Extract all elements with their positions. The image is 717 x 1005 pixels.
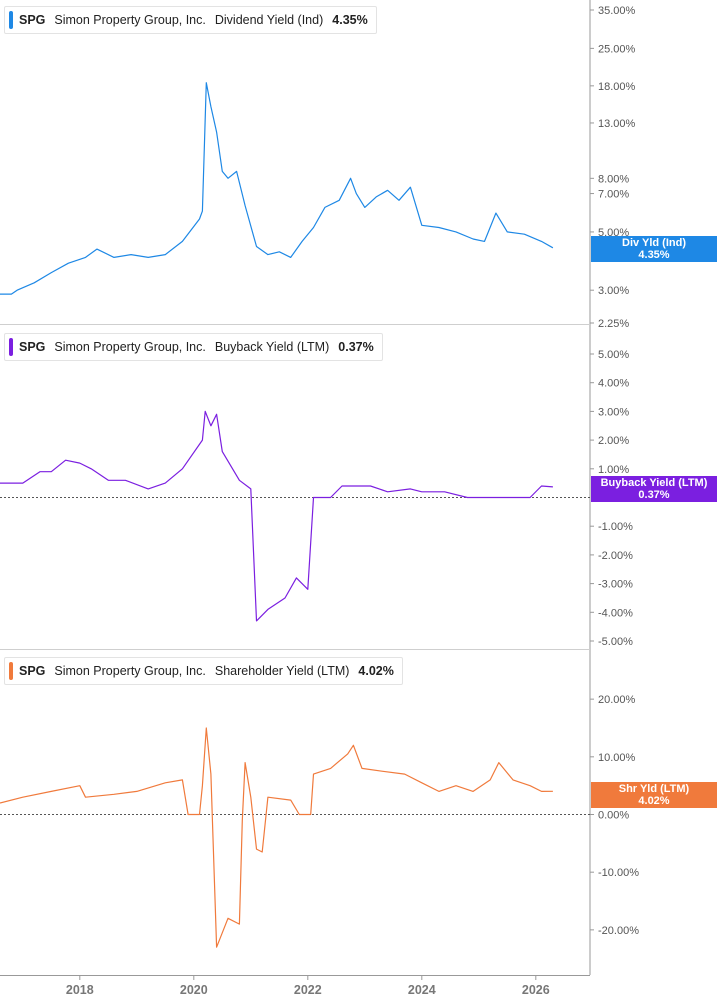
legend-color-swatch bbox=[9, 11, 13, 29]
legend-metric: Dividend Yield (Ind) bbox=[214, 13, 324, 27]
value-tag-buyback-yield: Buyback Yield (LTM) 0.37% bbox=[591, 476, 717, 502]
x-tick-label: 2022 bbox=[294, 983, 322, 997]
y-tick-label: 0.00% bbox=[598, 810, 629, 822]
legend-company: Simon Property Group, Inc. bbox=[54, 340, 206, 354]
y-tick-label: 18.00% bbox=[598, 81, 636, 93]
legend-company: Simon Property Group, Inc. bbox=[54, 13, 206, 27]
tag-value: 4.35% bbox=[638, 249, 670, 261]
legend-color-swatch bbox=[9, 338, 13, 356]
tag-label: Shr Yld (LTM) bbox=[618, 783, 690, 795]
y-tick-label: 2.00% bbox=[598, 435, 629, 447]
series-line-buyback bbox=[0, 410, 553, 622]
y-tick-label: 35.00% bbox=[598, 5, 636, 17]
y-tick-label: -10.00% bbox=[598, 867, 639, 879]
y-tick-label: 8.00% bbox=[598, 173, 629, 185]
x-tick-label: 2026 bbox=[522, 983, 550, 997]
y-tick-label: 10.00% bbox=[598, 752, 636, 764]
legend-value: 4.02% bbox=[358, 664, 394, 678]
y-tick-label: 4.00% bbox=[598, 378, 629, 390]
legend-metric: Shareholder Yield (LTM) bbox=[214, 664, 350, 678]
value-tag-shareholder-yield: Shr Yld (LTM) 4.02% bbox=[591, 782, 717, 808]
legend-dividend-yield: SPG Simon Property Group, Inc. Dividend … bbox=[4, 6, 377, 34]
y-tick-label: -2.00% bbox=[598, 550, 633, 562]
y-tick-label: -20.00% bbox=[598, 925, 639, 937]
legend-ticker: SPG bbox=[19, 664, 46, 678]
y-tick-label: 3.00% bbox=[598, 406, 629, 418]
series-line-shareholder bbox=[0, 727, 553, 948]
x-tick-label: 2024 bbox=[408, 983, 436, 997]
y-tick-label: 2.25% bbox=[598, 318, 629, 330]
legend-company: Simon Property Group, Inc. bbox=[54, 664, 206, 678]
y-tick-label: -4.00% bbox=[598, 607, 633, 619]
tag-value: 0.37% bbox=[638, 489, 670, 501]
tag-value: 4.02% bbox=[638, 795, 670, 807]
series-line-div bbox=[0, 82, 554, 295]
legend-value: 0.37% bbox=[338, 340, 374, 354]
legend-color-swatch bbox=[9, 662, 13, 680]
y-tick-label: 13.00% bbox=[598, 118, 636, 130]
legend-value: 4.35% bbox=[332, 13, 368, 27]
legend-buyback-yield: SPG Simon Property Group, Inc. Buyback Y… bbox=[4, 333, 383, 361]
y-tick-label: 25.00% bbox=[598, 43, 636, 55]
y-tick-label: -5.00% bbox=[598, 636, 633, 648]
value-tag-dividend-yield: Div Yld (Ind) 4.35% bbox=[591, 236, 717, 262]
legend-ticker: SPG bbox=[19, 13, 46, 27]
y-tick-label: -3.00% bbox=[598, 579, 633, 591]
y-tick-label: 3.00% bbox=[598, 285, 629, 297]
legend-metric: Buyback Yield (LTM) bbox=[214, 340, 330, 354]
y-tick-label: 20.00% bbox=[598, 694, 636, 706]
y-tick-label: -1.00% bbox=[598, 521, 633, 533]
legend-shareholder-yield: SPG Simon Property Group, Inc. Sharehold… bbox=[4, 657, 403, 685]
tag-label: Buyback Yield (LTM) bbox=[600, 477, 708, 489]
legend-ticker: SPG bbox=[19, 340, 46, 354]
y-tick-label: 1.00% bbox=[598, 464, 629, 476]
tag-label: Div Yld (Ind) bbox=[622, 237, 686, 249]
x-tick-label: 2020 bbox=[180, 983, 208, 997]
y-tick-label: 5.00% bbox=[598, 349, 629, 361]
x-tick-label: 2018 bbox=[66, 983, 94, 997]
y-tick-label: 5.00% bbox=[598, 227, 629, 239]
y-tick-label: 7.00% bbox=[598, 189, 629, 201]
